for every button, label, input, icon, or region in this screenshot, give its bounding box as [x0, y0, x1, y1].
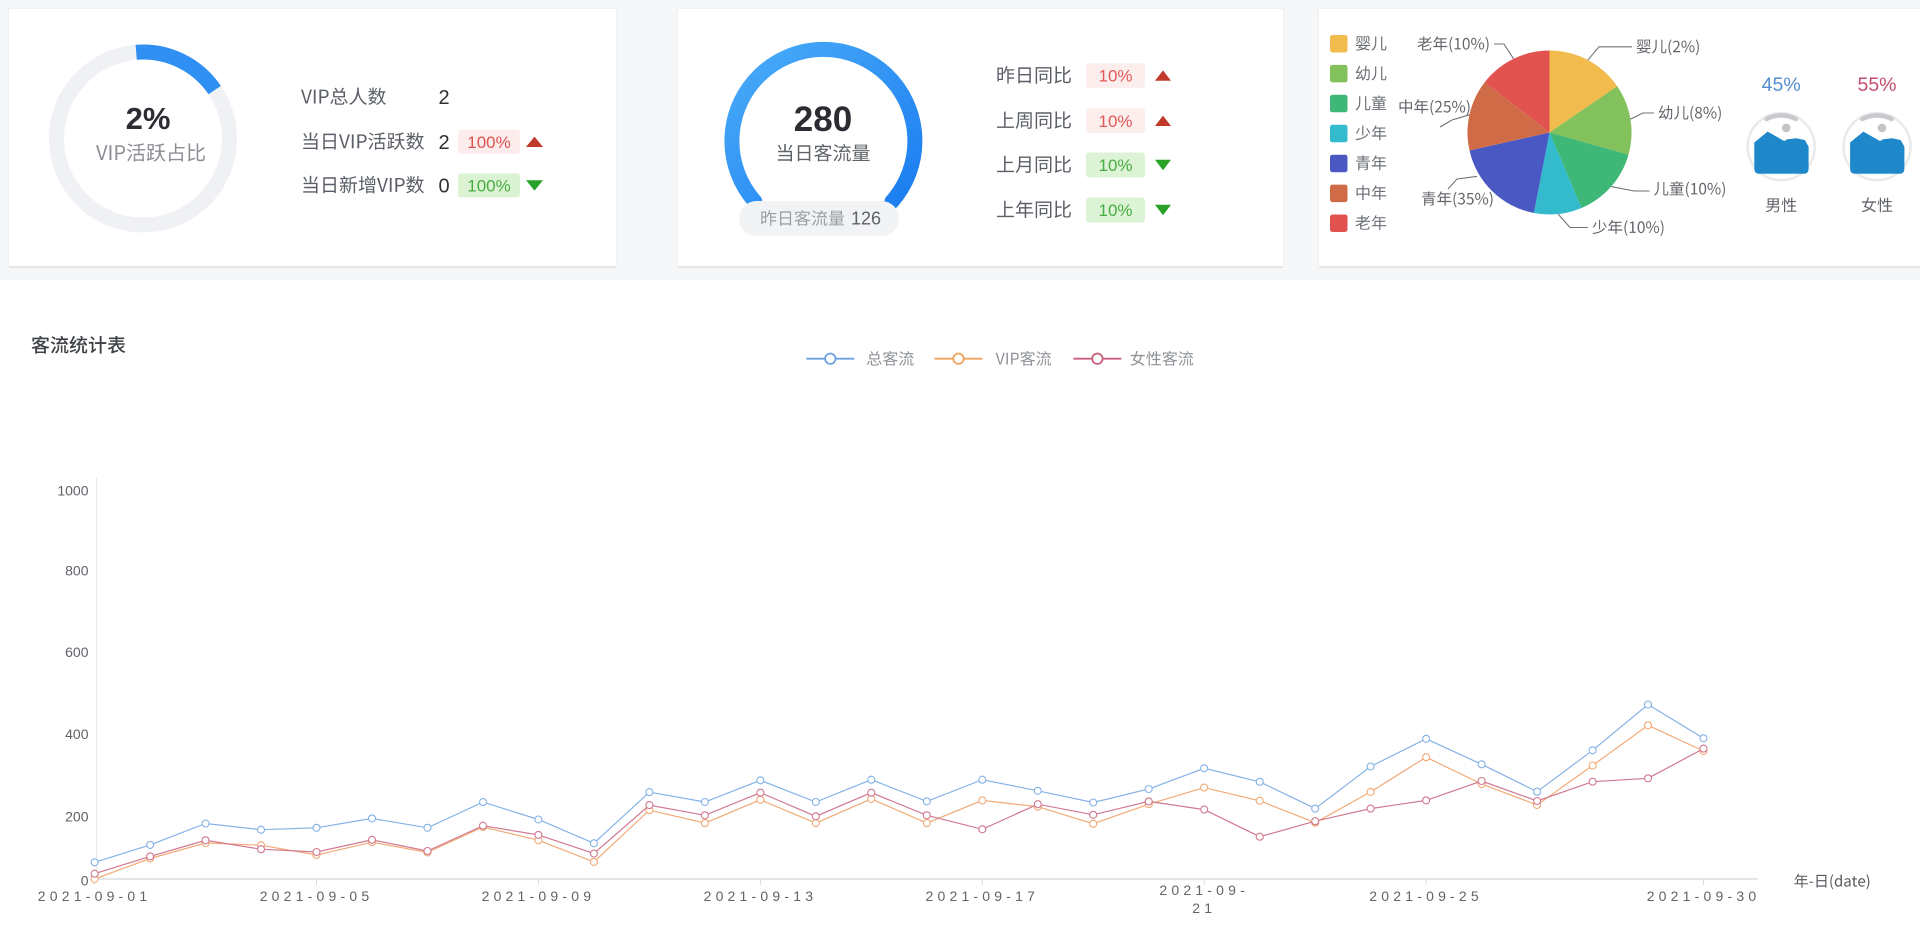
svg-text:2: 2: [438, 87, 449, 109]
svg-text:45%: 45%: [1762, 74, 1801, 96]
svg-text:100%: 100%: [467, 133, 510, 152]
svg-text:2021-09-: 2021-09-: [1159, 882, 1249, 898]
svg-text:400: 400: [65, 726, 89, 742]
svg-text:2021-09-05: 2021-09-05: [260, 888, 374, 904]
svg-text:10%: 10%: [1098, 201, 1132, 220]
svg-text:2021-09-30: 2021-09-30: [1647, 888, 1761, 904]
svg-text:10%: 10%: [1098, 67, 1132, 86]
svg-text:10%: 10%: [1098, 156, 1132, 175]
svg-text:2: 2: [438, 132, 449, 154]
svg-text:126: 126: [851, 209, 881, 229]
svg-text:0: 0: [81, 873, 89, 889]
svg-text:100%: 100%: [467, 176, 510, 195]
svg-text:55%: 55%: [1857, 74, 1896, 96]
svg-text:2%: 2%: [126, 101, 171, 136]
svg-text:2021-09-13: 2021-09-13: [704, 888, 818, 904]
svg-text:600: 600: [65, 644, 89, 660]
svg-text:2021-09-01: 2021-09-01: [38, 888, 152, 904]
svg-text:2021-09-09: 2021-09-09: [482, 888, 596, 904]
svg-text:280: 280: [794, 100, 852, 139]
svg-text:10%: 10%: [1098, 112, 1132, 131]
svg-text:0: 0: [438, 175, 449, 197]
svg-text:2021-09-17: 2021-09-17: [925, 888, 1039, 904]
svg-text:1000: 1000: [57, 483, 88, 499]
svg-text:2021-09-25: 2021-09-25: [1369, 888, 1483, 904]
svg-text:800: 800: [65, 562, 89, 578]
svg-text:200: 200: [65, 809, 89, 825]
svg-text:21: 21: [1192, 900, 1216, 916]
